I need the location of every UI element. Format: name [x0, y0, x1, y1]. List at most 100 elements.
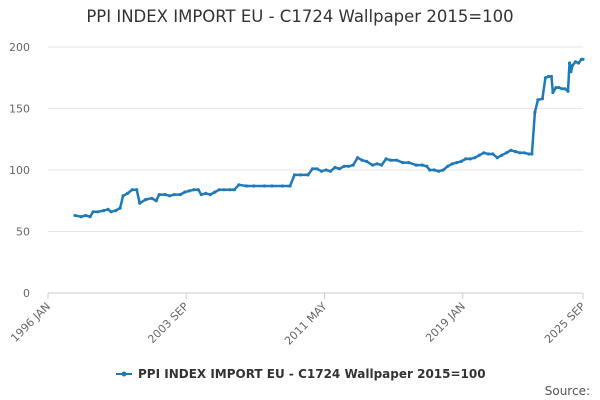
data-point[interactable] [491, 152, 495, 156]
data-point[interactable] [570, 63, 575, 67]
data-point[interactable] [168, 194, 172, 198]
data-point[interactable] [509, 148, 513, 152]
data-point[interactable] [187, 189, 191, 193]
data-point[interactable] [407, 161, 411, 165]
data-point[interactable] [121, 194, 125, 198]
data-point[interactable] [576, 61, 581, 65]
data-point[interactable] [533, 110, 537, 114]
data-point[interactable] [144, 197, 148, 202]
data-point[interactable] [138, 201, 142, 205]
data-point[interactable] [554, 86, 558, 90]
data-point[interactable] [319, 169, 324, 173]
data-point[interactable] [154, 199, 158, 203]
data-point[interactable] [342, 164, 346, 168]
data-point[interactable] [163, 193, 167, 197]
data-point[interactable] [114, 209, 118, 213]
data-point[interactable] [244, 184, 248, 188]
data-point[interactable] [270, 184, 274, 188]
data-point[interactable] [401, 161, 405, 165]
data-point[interactable] [420, 163, 424, 167]
data-point[interactable] [375, 162, 379, 166]
data-point[interactable] [414, 163, 418, 167]
data-point[interactable] [228, 188, 232, 192]
data-point[interactable] [395, 158, 399, 162]
series-line[interactable] [74, 58, 583, 218]
data-point[interactable] [530, 152, 534, 156]
source-credit[interactable]: Source: [545, 384, 590, 398]
data-point[interactable] [196, 188, 200, 192]
data-point[interactable] [172, 193, 176, 197]
data-point[interactable] [581, 57, 585, 61]
data-point[interactable] [183, 190, 187, 194]
data-point[interactable] [441, 168, 445, 172]
data-point[interactable] [450, 162, 454, 166]
data-point[interactable] [522, 151, 527, 155]
data-point[interactable] [79, 215, 83, 219]
data-point[interactable] [157, 193, 161, 197]
data-point[interactable] [356, 156, 360, 160]
data-point[interactable] [106, 207, 110, 211]
data-point[interactable] [428, 168, 432, 172]
data-point[interactable] [88, 215, 92, 219]
data-point[interactable] [486, 152, 490, 156]
data-point[interactable] [328, 169, 333, 173]
data-point[interactable] [204, 191, 208, 195]
data-point[interactable] [280, 184, 284, 188]
data-point[interactable] [389, 158, 393, 162]
data-point[interactable] [518, 151, 522, 155]
data-point[interactable] [178, 193, 182, 197]
data-point[interactable] [543, 76, 548, 80]
data-point[interactable] [315, 167, 319, 171]
data-point[interactable] [551, 90, 555, 95]
data-point[interactable] [310, 167, 315, 171]
data-point[interactable] [425, 164, 429, 168]
data-point[interactable] [513, 150, 518, 154]
data-point[interactable] [540, 97, 545, 101]
data-point[interactable] [546, 74, 551, 79]
data-point[interactable] [252, 184, 256, 188]
data-point[interactable] [549, 74, 554, 79]
data-point[interactable] [365, 159, 369, 163]
data-point[interactable] [73, 213, 77, 218]
data-point[interactable] [437, 169, 441, 173]
data-point[interactable] [324, 168, 328, 172]
data-point[interactable] [347, 164, 351, 168]
data-point[interactable] [482, 151, 486, 155]
data-point[interactable] [567, 61, 572, 65]
data-point[interactable] [477, 153, 481, 157]
data-point[interactable] [455, 161, 459, 165]
data-point[interactable] [118, 206, 122, 210]
data-point[interactable] [109, 210, 113, 214]
data-point[interactable] [536, 98, 540, 102]
data-point[interactable] [337, 167, 342, 171]
data-point[interactable] [432, 168, 436, 172]
data-point[interactable] [135, 188, 139, 192]
legend[interactable]: PPI INDEX IMPORT EU - C1724 Wallpaper 20… [116, 367, 486, 381]
data-point[interactable] [84, 213, 88, 218]
data-point[interactable] [563, 87, 567, 91]
data-point[interactable] [500, 153, 504, 157]
data-point[interactable] [217, 188, 221, 192]
data-point[interactable] [262, 184, 266, 188]
data-point[interactable] [468, 157, 472, 161]
data-point[interactable] [569, 70, 573, 74]
data-point[interactable] [288, 184, 292, 188]
data-point[interactable] [333, 165, 337, 170]
data-point[interactable] [208, 193, 212, 197]
data-point[interactable] [96, 210, 100, 214]
data-point[interactable] [126, 191, 130, 195]
data-point[interactable] [573, 60, 578, 64]
data-point[interactable] [566, 89, 570, 93]
data-point[interactable] [504, 151, 508, 155]
data-point[interactable] [199, 193, 203, 197]
data-point[interactable] [237, 183, 241, 187]
data-point[interactable] [384, 157, 388, 161]
data-point[interactable] [351, 163, 355, 167]
data-point[interactable] [371, 163, 375, 167]
data-point[interactable] [298, 173, 303, 177]
data-point[interactable] [292, 173, 297, 177]
data-point[interactable] [150, 196, 154, 200]
data-point[interactable] [222, 188, 226, 192]
data-point[interactable] [232, 188, 236, 192]
data-point[interactable] [130, 188, 134, 192]
